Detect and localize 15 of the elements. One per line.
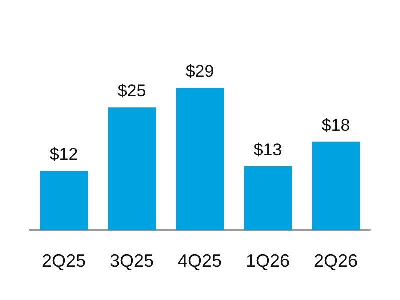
x-tick-label: 4Q25 — [178, 251, 222, 271]
bar — [40, 171, 88, 230]
data-label: $12 — [50, 145, 78, 164]
x-tick-label: 3Q25 — [110, 251, 154, 271]
bar — [312, 142, 360, 230]
x-tick-label: 2Q26 — [314, 251, 358, 271]
data-label: $29 — [186, 62, 214, 81]
bar — [108, 108, 156, 230]
bar — [244, 166, 292, 230]
x-tick-label: 1Q26 — [246, 251, 290, 271]
x-tick-label: 2Q25 — [42, 251, 86, 271]
data-label: $25 — [118, 82, 146, 101]
data-label: $18 — [322, 116, 350, 135]
data-label: $13 — [254, 140, 282, 160]
bar — [176, 88, 224, 230]
